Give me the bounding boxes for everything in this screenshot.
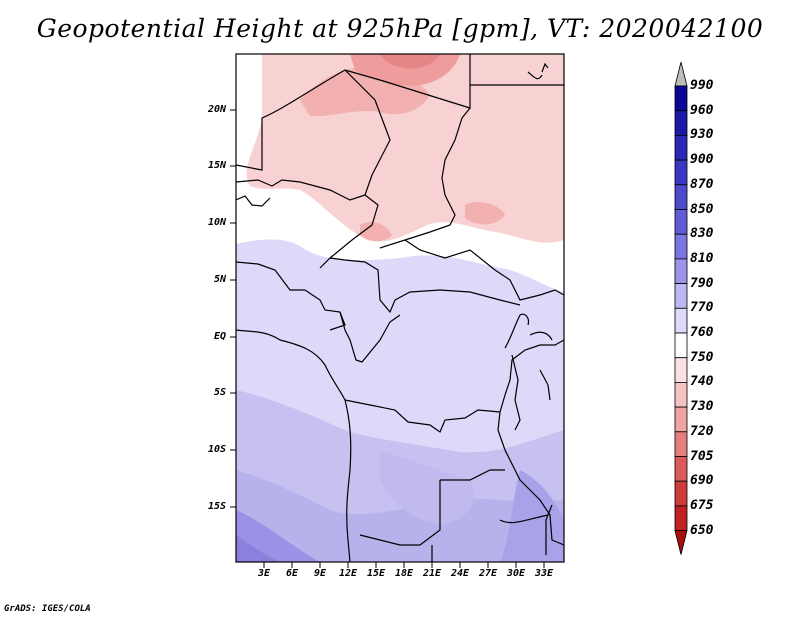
lon-label-24e: 24E [450, 568, 470, 579]
colorbar-segment [674, 110, 688, 136]
colorbar-label: 675 [690, 497, 714, 513]
colorbar-label: 930 [690, 127, 714, 143]
borders [236, 54, 564, 562]
lat-label-10s: 10S [207, 444, 226, 455]
colorbar-label: 810 [690, 250, 714, 266]
colorbar-segment [674, 456, 688, 482]
colorbar-label: 770 [690, 300, 714, 316]
colorbar-label: 650 [690, 522, 714, 538]
colorbar-label: 705 [690, 448, 714, 464]
lon-label-33e: 33E [534, 568, 554, 579]
lon-label-15e: 15E [366, 568, 386, 579]
colorbar [674, 61, 688, 555]
colorbar-segment [674, 283, 688, 309]
colorbar-label: 750 [690, 349, 714, 365]
colorbar-segment [674, 332, 688, 359]
lat-label-20n: 20N [207, 104, 226, 115]
field-shading [236, 54, 564, 562]
colorbar-segment [674, 480, 688, 507]
colorbar-label: 730 [690, 399, 714, 415]
grads-credit: GrADS: IGES/COLA [4, 604, 91, 614]
colorbar-label: 830 [690, 226, 714, 242]
colorbar-label: 870 [690, 176, 714, 192]
colorbar-segment [674, 258, 688, 284]
map-frame [235, 53, 565, 563]
colorbar-segment [674, 184, 688, 210]
colorbar-segment [674, 357, 688, 383]
colorbar-label: 740 [690, 374, 714, 390]
colorbar-segment [674, 209, 688, 235]
lat-ticks [230, 109, 236, 508]
colorbar-label: 900 [690, 152, 714, 168]
colorbar-label: 850 [690, 201, 714, 217]
colorbar-bottom-triangle [674, 530, 688, 555]
colorbar-segment [674, 431, 688, 457]
lon-label-30e: 30E [506, 568, 526, 579]
colorbar-label: 990 [690, 78, 714, 93]
colorbar-segment [674, 406, 688, 433]
lon-label-9e: 9E [313, 568, 327, 579]
colorbar-segment [674, 381, 688, 408]
lon-ticks [263, 562, 545, 568]
colorbar-segment [674, 134, 688, 161]
colorbar-segment [674, 159, 688, 186]
lat-label-10n: 10N [207, 217, 226, 228]
map-title: Geopotential Height at 925hPa [gpm], VT:… [36, 14, 764, 43]
lon-label-12e: 12E [338, 568, 358, 579]
lat-label-15n: 15N [207, 160, 226, 171]
lon-label-6e: 6E [285, 568, 299, 579]
colorbar-segment [674, 307, 688, 334]
colorbar-segment [674, 85, 688, 112]
lon-label-21e: 21E [422, 568, 442, 579]
lon-label-27e: 27E [478, 568, 498, 579]
lon-label-3e: 3E [257, 568, 271, 579]
lat-label-eq: EQ [213, 331, 226, 342]
lat-label-5s: 5S [213, 387, 226, 398]
colorbar-label: 720 [690, 423, 714, 439]
colorbar-label: 960 [690, 102, 714, 118]
colorbar-label: 760 [690, 325, 714, 340]
lat-label-15s: 15S [207, 501, 226, 512]
colorbar-label: 690 [690, 473, 714, 489]
colorbar-top-triangle [674, 61, 688, 87]
colorbar-segment [674, 505, 688, 531]
lat-label-5n: 5N [213, 274, 226, 285]
colorbar-label: 790 [690, 275, 714, 291]
lon-label-18e: 18E [394, 568, 414, 579]
colorbar-segment [674, 233, 688, 260]
